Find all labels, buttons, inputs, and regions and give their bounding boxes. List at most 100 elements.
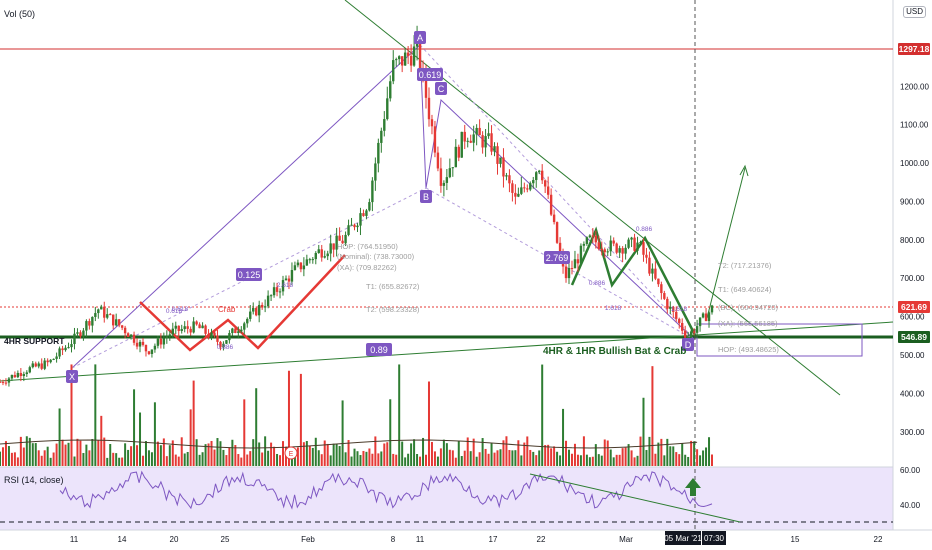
volume-bar	[430, 441, 433, 466]
volume-bar	[606, 440, 609, 466]
candle-body	[406, 52, 410, 56]
volume-bar	[478, 452, 481, 466]
volume-bar	[350, 456, 353, 466]
volume-bar	[579, 455, 582, 466]
volume-bar	[693, 441, 696, 466]
volume-bar	[368, 448, 371, 466]
volume-bar	[451, 450, 454, 466]
volume-bar	[365, 451, 368, 466]
candle-body	[183, 326, 186, 330]
volume-bar	[31, 443, 34, 466]
candle-body	[356, 225, 359, 228]
candle-body	[114, 319, 118, 326]
candle-body	[427, 97, 431, 120]
volume-bar	[64, 444, 67, 466]
volume-bar	[624, 447, 627, 466]
candle-body	[302, 265, 306, 270]
candle-body	[204, 325, 207, 334]
candle-body	[97, 309, 100, 314]
candle-body	[397, 56, 401, 60]
volume-bar	[404, 457, 407, 466]
volume-bar	[702, 450, 705, 466]
candle-body	[79, 332, 82, 337]
candle-body	[433, 126, 437, 153]
candle-body	[76, 332, 79, 334]
volume-bar	[395, 454, 398, 466]
volume-bar	[356, 451, 359, 466]
candle-body	[243, 323, 246, 330]
volume-bar	[353, 448, 356, 466]
candle-body	[549, 194, 553, 215]
support-label: 4HR SUPPORT	[4, 336, 65, 346]
volume-bar	[159, 445, 162, 466]
time-tick-label: 11	[416, 535, 425, 544]
volume-bar	[112, 452, 115, 466]
volume-bar	[559, 455, 562, 466]
volume-bar	[401, 441, 404, 466]
volume-bar	[314, 437, 317, 466]
candle-body	[162, 338, 166, 345]
volume-bar	[392, 453, 395, 466]
volume-bar	[490, 443, 493, 466]
candle-body	[523, 187, 526, 189]
candle-body	[120, 325, 124, 328]
candle-body	[543, 180, 547, 187]
price-tick-label: 700.00	[900, 274, 925, 283]
rsi-axis[interactable]: 60.00 40.00	[900, 466, 921, 510]
volume-bar	[705, 447, 708, 466]
rsi-tick-label: 40.00	[900, 501, 921, 510]
candle-body	[681, 322, 684, 331]
currency-button[interactable]: USD	[903, 6, 926, 18]
candle-body	[451, 167, 455, 169]
target-arrow-head	[739, 164, 749, 177]
candle-body	[579, 245, 583, 264]
volume-bar	[550, 448, 553, 466]
candle-body	[37, 363, 40, 367]
candle-body	[7, 378, 11, 383]
volume-bar	[85, 444, 88, 466]
candle-body	[135, 342, 139, 347]
candle-body	[180, 329, 183, 332]
price-axis[interactable]: 1300.001200.001100.001000.00900.00800.00…	[900, 44, 929, 437]
candle-body	[73, 333, 76, 345]
volume-bar	[180, 437, 183, 466]
volume-bar	[645, 450, 648, 466]
candle-body	[85, 321, 88, 331]
candle-body	[392, 60, 395, 82]
candle-body	[514, 192, 517, 197]
candle-body	[177, 325, 180, 332]
candle-body	[436, 152, 440, 169]
volume-bar	[398, 364, 401, 466]
volume-bar	[463, 450, 466, 466]
volume-bar	[270, 442, 273, 466]
candle-body	[22, 374, 26, 377]
candle-body	[314, 252, 317, 260]
small-ratio-label: 0.618	[172, 306, 189, 313]
candle-body	[448, 168, 452, 178]
candle-body	[576, 259, 580, 264]
time-axis[interactable]: 11 14 20 25 Feb 8 11 17 22 Mar 15 22	[70, 535, 883, 544]
volume-bar	[147, 450, 150, 466]
target-label-right: T2: (717.21376)	[718, 261, 772, 270]
candle-body	[207, 333, 210, 338]
earnings-marker[interactable]	[284, 446, 298, 460]
candle-body	[418, 37, 422, 71]
volume-bar	[484, 448, 487, 466]
candle-body	[377, 142, 380, 164]
candle-body	[395, 59, 398, 61]
candle-body	[669, 306, 672, 309]
time-badge: 07:30	[704, 534, 725, 543]
volume-bar	[133, 389, 136, 466]
candle-body	[0, 381, 2, 383]
candle-body	[469, 140, 472, 143]
candle-body	[710, 305, 714, 313]
volume-bar	[150, 452, 153, 466]
volume-bar	[240, 457, 243, 466]
candle-body	[609, 240, 612, 252]
candle-body	[168, 334, 172, 337]
volume-bar	[34, 443, 37, 466]
volume-bar	[562, 408, 565, 466]
price-badge-support: 546.89	[898, 331, 930, 343]
volume-bar	[219, 441, 222, 466]
